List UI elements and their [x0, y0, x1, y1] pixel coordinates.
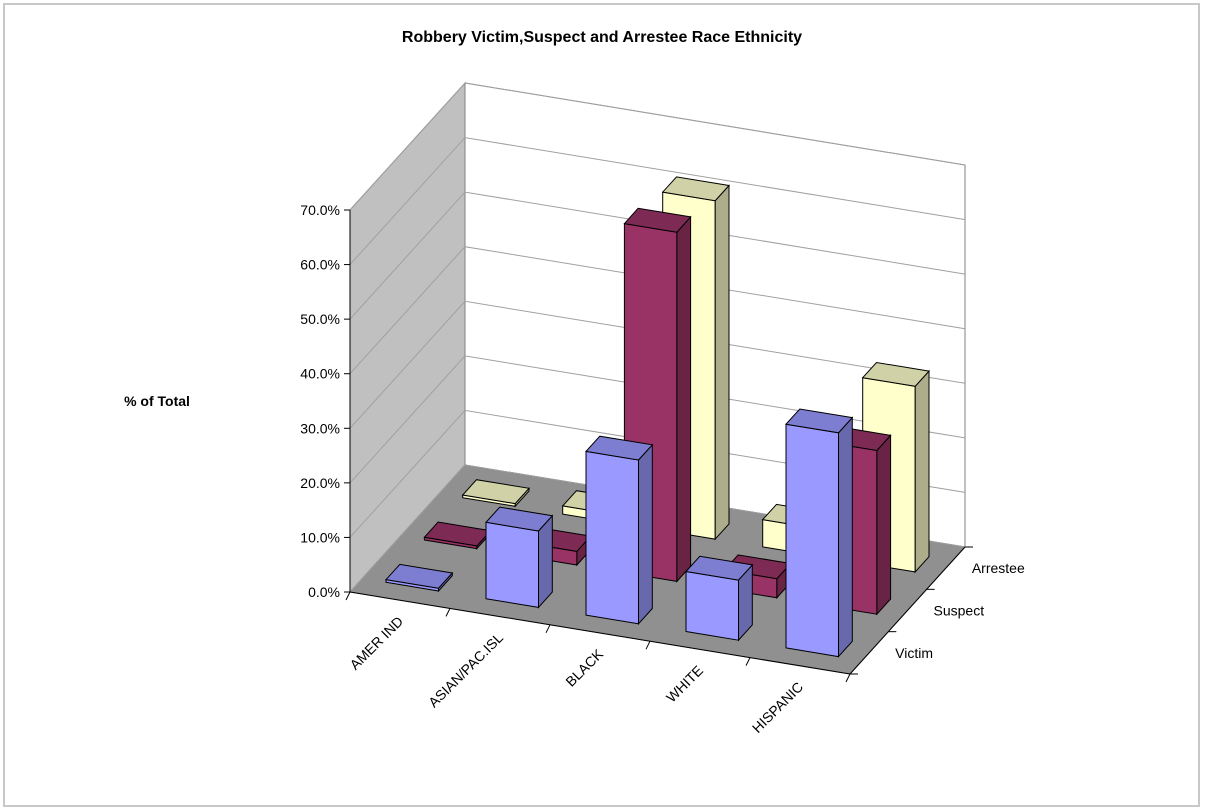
depth-label: Suspect	[934, 603, 985, 619]
y-tick-label: 60.0%	[300, 257, 340, 273]
y-tick-label: 40.0%	[300, 366, 340, 382]
bar-victim-3-top	[685, 555, 754, 581]
bar-suspect-4-side	[876, 433, 892, 616]
y-tick-label: 30.0%	[300, 420, 340, 436]
x-tick-label: WHITE	[663, 662, 706, 705]
depth-label: Arrestee	[972, 560, 1025, 576]
depth-axis-line	[849, 546, 966, 675]
gridline	[349, 82, 966, 211]
gridline	[349, 300, 966, 429]
x-tick-mark	[345, 591, 351, 601]
chart-title: Robbery Victim,Suspect and Arrestee Race…	[402, 29, 802, 46]
x-tick-mark	[745, 657, 751, 666]
x-tick-label: BLACK	[562, 645, 606, 689]
bar-victim-2-side	[638, 443, 653, 626]
bar-suspect-2-side	[676, 215, 692, 583]
y-tick-label: 50.0%	[300, 311, 340, 327]
bar-arrestee-4-side	[914, 369, 930, 574]
plot-area: 0.0% 10.0% 20.0% 30.0% 40.0% 50.0% 60.0% 70.0% A…	[300, 81, 1025, 736]
bar-victim-3-front	[685, 570, 739, 641]
x-tick-mark	[545, 624, 551, 634]
bar-victim-4-top	[785, 408, 854, 434]
bar-victim-0-top	[385, 563, 454, 589]
bar-victim-2-front	[585, 450, 639, 625]
bar-victim-1-front	[485, 521, 539, 608]
gridline	[349, 137, 966, 265]
y-tick-label: 70.0%	[300, 202, 340, 218]
bar-arrestee-2-side	[714, 184, 730, 541]
bar-arrestee-0-top	[461, 479, 530, 505]
y-tick-label: 20.0%	[300, 475, 340, 491]
bar-suspect-2-top	[623, 207, 692, 233]
y-tick-label: 10.0%	[300, 529, 340, 545]
bar-victim-4-front	[785, 423, 839, 658]
gridline	[349, 191, 966, 320]
bar-victim-4-side	[838, 416, 853, 658]
depth-label: Victim	[895, 645, 933, 661]
bar-arrestee-2-top	[661, 176, 730, 202]
gridline	[349, 246, 966, 375]
bar-arrestee-4-top	[861, 361, 930, 387]
x-tick-mark	[645, 640, 651, 650]
bar-victim-1-side	[538, 514, 553, 609]
bar-victim-2-top	[585, 435, 654, 461]
x-tick-mark	[445, 608, 451, 617]
x-tick-mark	[845, 673, 851, 683]
x-tick-label: HISPANIC	[749, 679, 806, 736]
y-axis-label: % of Total	[124, 393, 190, 409]
x-axis-line	[349, 591, 851, 675]
x-tick-label: ASIAN/PAC.ISL	[425, 629, 506, 710]
x-tick-label: AMER IND	[346, 613, 406, 673]
bar-victim-1-top	[485, 506, 554, 532]
y-tick-label: 0.0%	[308, 584, 340, 600]
